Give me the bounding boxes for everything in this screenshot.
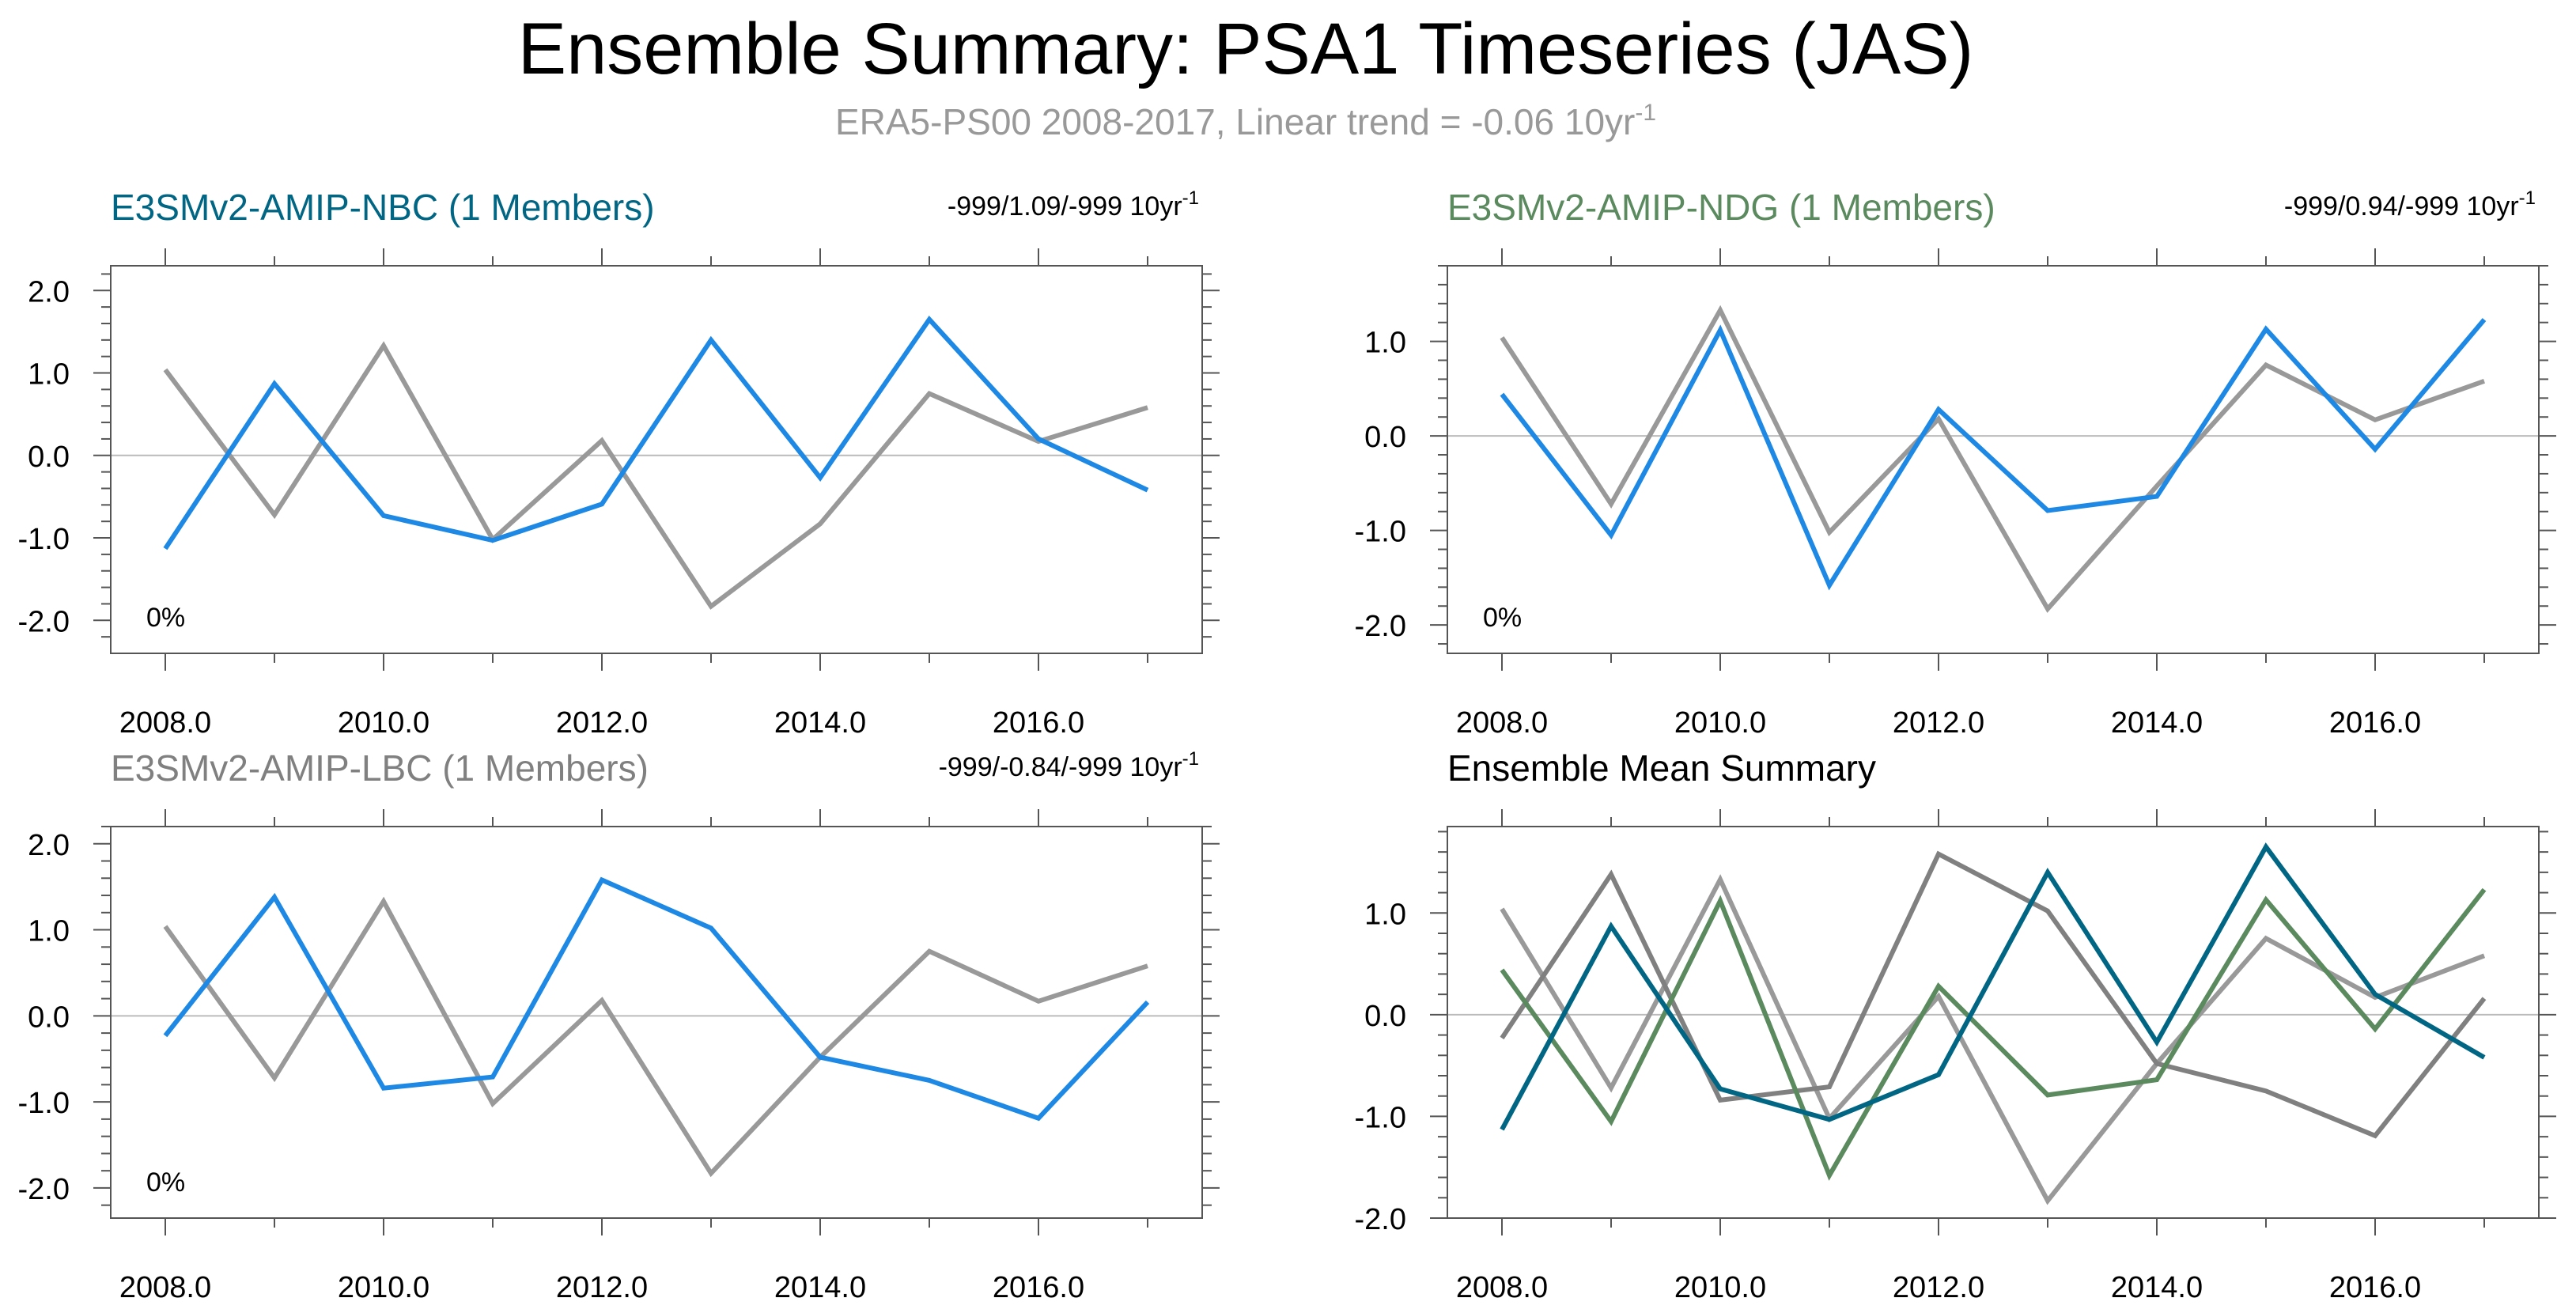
plot-frame bbox=[110, 265, 1203, 654]
y-tick-label: 0.0 bbox=[1364, 421, 1406, 454]
chart-panel-3: -2.0 -1.0 0.0 1.0 2.0 2008.0 2010.0 2012.0 2014.… bbox=[18, 747, 1220, 1304]
y-tick-label: -1.0 bbox=[1355, 1101, 1406, 1134]
y-tick-label: 1.0 bbox=[1364, 327, 1406, 360]
series-line-e3smv2-amip-lbc bbox=[1500, 850, 2487, 1139]
panel-stats: -999/-0.84/-999 10yr-1 bbox=[939, 748, 1199, 782]
x-tick-label: 2014.0 bbox=[2111, 706, 2203, 740]
x-tick-label: 2008.0 bbox=[119, 1271, 211, 1304]
panels: -2.0 -1.0 0.0 1.0 2.0 2008.0 2010.0 2012.0 2014.… bbox=[18, 187, 2556, 1304]
y-tick-label: -2.0 bbox=[18, 1173, 70, 1206]
y-tick-label: 0.0 bbox=[1364, 1000, 1406, 1033]
chart-panel-1: -2.0 -1.0 0.0 1.0 2.0 2008.0 2010.0 2012.0 2014.… bbox=[18, 187, 1220, 740]
y-tick-label: 1.0 bbox=[1364, 898, 1406, 931]
y-tick-label: 1.0 bbox=[28, 358, 70, 392]
panel-stats: -999/1.09/-999 10yr-1 bbox=[948, 187, 1199, 221]
chart-panel-4: -2.0 -1.0 0.0 1.0 2008.0 2010.0 2012.0 2014.0 20… bbox=[1355, 747, 2556, 1304]
y-tick-label: -2.0 bbox=[1355, 610, 1406, 643]
x-tick-label: 2012.0 bbox=[556, 706, 648, 740]
figure-subtitle-text: ERA5-PS00 2008-2017, Linear trend = -0.0… bbox=[835, 101, 1635, 142]
series-line-e3smv2-amip-nbc bbox=[1500, 842, 2486, 1131]
y-tick-label: -1.0 bbox=[1355, 516, 1406, 549]
x-tick-label: 2014.0 bbox=[774, 706, 866, 740]
y-tick-label: 0.0 bbox=[28, 441, 70, 474]
x-tick-label: 2016.0 bbox=[2329, 706, 2421, 740]
panel-title: E3SMv2-AMIP-NDG (1 Members) bbox=[1447, 187, 1995, 228]
x-tick-label: 2014.0 bbox=[774, 1271, 866, 1304]
plot-frame bbox=[1447, 826, 2540, 1219]
panel-percent: 0% bbox=[146, 603, 185, 633]
panel-stats-sup: -1 bbox=[1182, 187, 1199, 209]
x-tick-label: 2012.0 bbox=[1893, 1271, 1984, 1304]
panel-stats-sup: -1 bbox=[1182, 748, 1199, 770]
series-line-e3smv2-amip-nbc bbox=[163, 315, 1149, 551]
x-tick-label: 2010.0 bbox=[338, 706, 429, 740]
x-tick-label: 2010.0 bbox=[1674, 1271, 1766, 1304]
y-tick-label: 0.0 bbox=[28, 1001, 70, 1034]
panel-percent: 0% bbox=[146, 1167, 185, 1198]
y-tick-label: 2.0 bbox=[28, 829, 70, 862]
x-tick-label: 2010.0 bbox=[1674, 706, 1766, 740]
x-tick-label: 2016.0 bbox=[993, 1271, 1084, 1304]
series-line-era5-ps00 bbox=[163, 341, 1148, 610]
x-tick-label: 2014.0 bbox=[2111, 1271, 2203, 1304]
y-tick-label: -1.0 bbox=[18, 1087, 70, 1120]
figure-subtitle-sup: -1 bbox=[1635, 100, 1656, 126]
chart-panel-2: -2.0 -1.0 0.0 1.0 2008.0 2010.0 2012.0 2014.0 20… bbox=[1355, 187, 2556, 740]
x-tick-label: 2012.0 bbox=[556, 1271, 648, 1304]
y-tick-label: -2.0 bbox=[18, 605, 70, 638]
figure-title: Ensemble Summary: PSA1 Timeseries (JAS) bbox=[518, 9, 1974, 89]
x-tick-label: 2010.0 bbox=[338, 1271, 429, 1304]
panel-stats-text: -999/1.09/-999 10yr bbox=[948, 191, 1182, 221]
y-tick-label: -1.0 bbox=[18, 523, 70, 556]
y-tick-label: 2.0 bbox=[28, 275, 70, 308]
panel-stats-sup: -1 bbox=[2519, 187, 2536, 209]
x-tick-label: 2008.0 bbox=[1456, 1271, 1548, 1304]
y-tick-label: -2.0 bbox=[1355, 1203, 1406, 1236]
series-line-e3smv2-amip-ndg bbox=[1500, 887, 2487, 1181]
panel-title: Ensemble Mean Summary bbox=[1447, 747, 1876, 789]
plot-frame bbox=[110, 826, 1203, 1219]
panel-title: E3SMv2-AMIP-NBC (1 Members) bbox=[111, 187, 655, 228]
x-tick-label: 2012.0 bbox=[1893, 706, 1984, 740]
panel-stats-text: -999/-0.84/-999 10yr bbox=[939, 752, 1182, 782]
x-tick-label: 2008.0 bbox=[1456, 706, 1548, 740]
y-tick-label: 1.0 bbox=[28, 915, 70, 948]
panel-stats: -999/0.94/-999 10yr-1 bbox=[2284, 187, 2536, 221]
panel-stats-text: -999/0.94/-999 10yr bbox=[2284, 191, 2519, 221]
panel-percent: 0% bbox=[1483, 603, 1522, 633]
series-line-era5-ps00 bbox=[163, 896, 1148, 1178]
plot-frame bbox=[1447, 265, 2540, 654]
panel-title: E3SMv2-AMIP-LBC (1 Members) bbox=[111, 747, 649, 789]
x-tick-label: 2008.0 bbox=[119, 706, 211, 740]
x-tick-label: 2016.0 bbox=[993, 706, 1084, 740]
series-line-e3smv2-amip-lbc bbox=[163, 876, 1150, 1122]
figure-subtitle: ERA5-PS00 2008-2017, Linear trend = -0.0… bbox=[835, 100, 1656, 142]
series-line-e3smv2-amip-ndg bbox=[1500, 318, 2487, 591]
x-tick-label: 2016.0 bbox=[2329, 1271, 2421, 1304]
